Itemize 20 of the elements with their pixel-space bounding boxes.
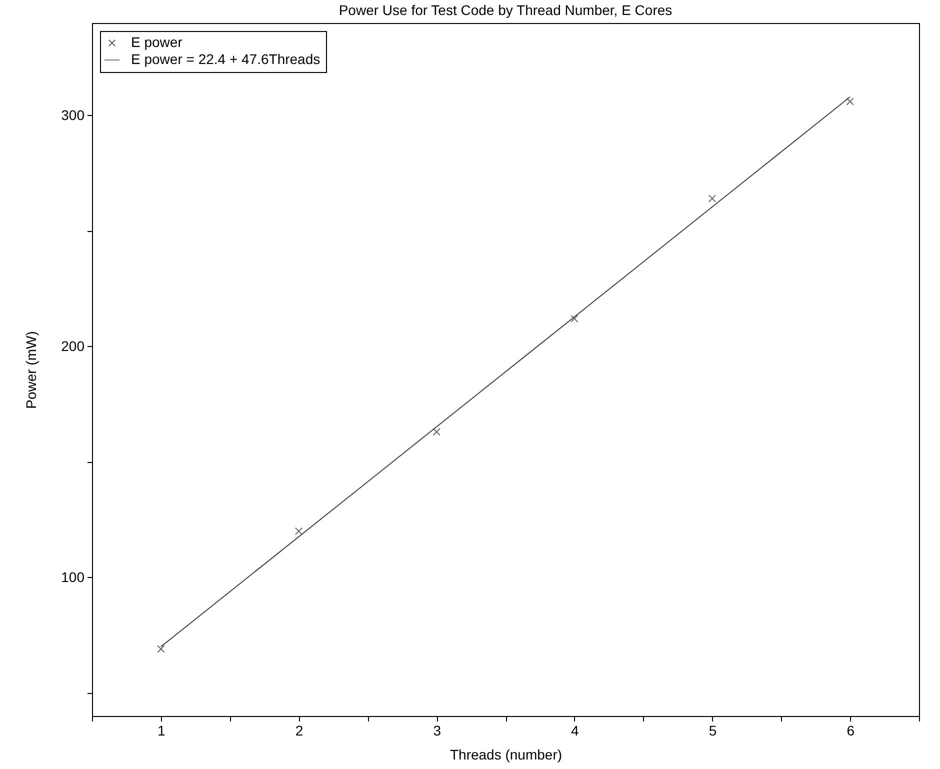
x-tick-label: 1 <box>158 722 166 738</box>
point <box>432 428 440 436</box>
x-axis-title: Threads (number) <box>450 746 562 762</box>
point <box>570 314 578 323</box>
x-tick-label: 3 <box>433 722 442 738</box>
legend-label: E power <box>131 34 183 50</box>
y-tick-label: 200 <box>61 338 85 354</box>
y-axis-title: Power (mW) <box>23 331 40 409</box>
x-tick-label: 5 <box>708 722 717 738</box>
legend-label: E power = 22.4 + 47.6Threads <box>131 51 320 67</box>
point <box>708 194 716 202</box>
point <box>157 645 165 653</box>
point <box>846 98 854 106</box>
point <box>294 527 303 536</box>
x-tick-label: 2 <box>295 722 304 738</box>
x-tick-label: 6 <box>846 722 855 738</box>
x-tick-label: 4 <box>571 722 580 738</box>
y-tick-label: 100 <box>61 568 85 585</box>
chart-title: Power Use for Test Code by Thread Number, E Cores <box>338 2 672 18</box>
y-tick-label: 300 <box>61 106 85 123</box>
